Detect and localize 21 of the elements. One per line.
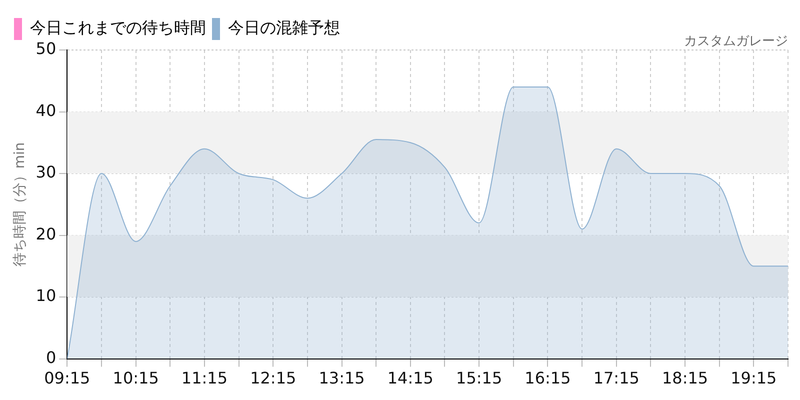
y-tick-label: 50 — [36, 39, 56, 58]
x-tick-label: 10:15 — [112, 368, 159, 388]
x-tick-label: 14:15 — [387, 368, 434, 388]
legend-label: 今日これまでの待ち時間 — [30, 18, 206, 38]
y-tick-label: 30 — [36, 162, 56, 182]
x-tick-label: 18:15 — [662, 368, 708, 388]
x-tick-label: 13:15 — [318, 368, 365, 388]
x-tick-label: 16:15 — [524, 368, 571, 388]
x-tick-label: 12:15 — [250, 368, 296, 388]
x-tick-label: 19:15 — [730, 368, 777, 388]
legend-label: 今日の混雑予想 — [228, 18, 340, 38]
y-axis-title: 待ち時間（分）min — [12, 142, 28, 267]
y-tick-label: 0 — [46, 348, 56, 367]
y-tick-label: 40 — [36, 100, 56, 120]
y-tick-label: 20 — [36, 224, 56, 244]
x-tick-label: 09:15 — [44, 368, 90, 388]
y-tick-label: 10 — [36, 286, 56, 306]
x-tick-label: 15:15 — [456, 368, 502, 388]
x-tick-label: 17:15 — [593, 368, 640, 388]
chart-subtitle: カスタムガレージ — [684, 34, 788, 49]
x-tick-label: 11:15 — [181, 368, 228, 388]
